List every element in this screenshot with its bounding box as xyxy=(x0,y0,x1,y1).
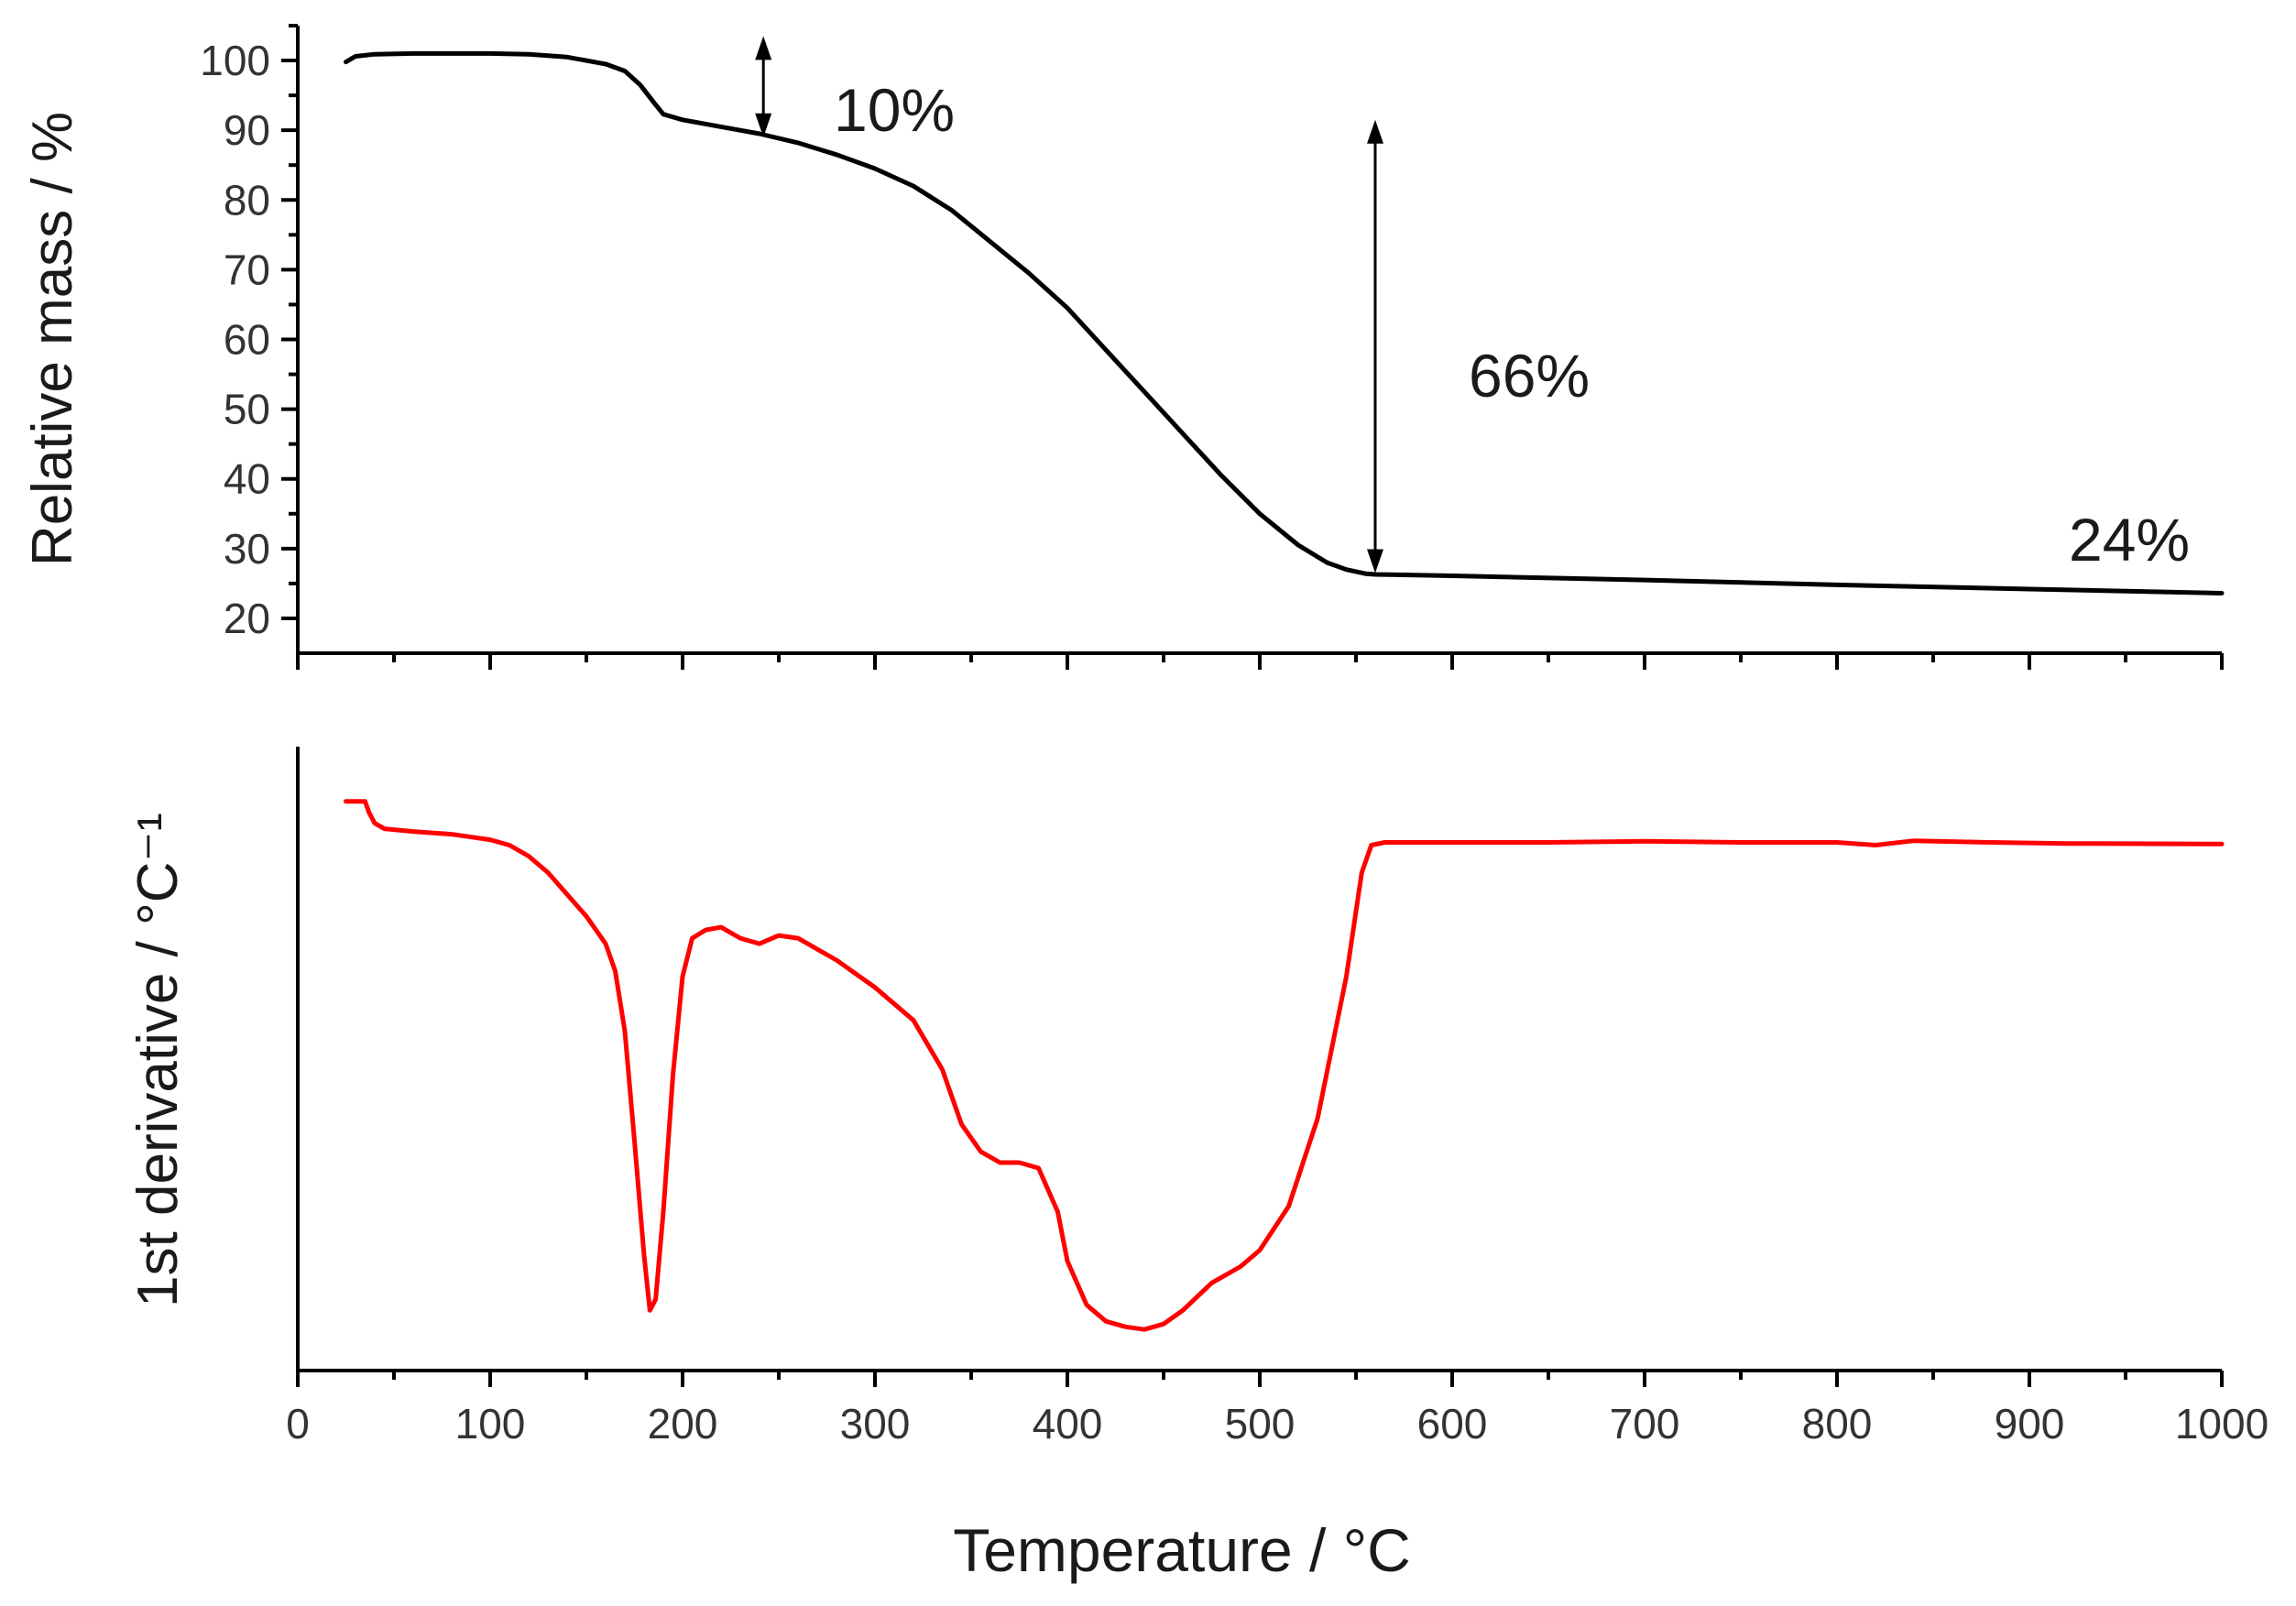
mass-y-tick-label: 30 xyxy=(224,525,270,573)
derivative-x-tick-label: 800 xyxy=(1802,1400,1873,1448)
derivative-x-tick-labels: 0 100 200 300 400 500 600 700 800 900 1000 xyxy=(286,1400,2269,1448)
double-arrow xyxy=(1367,119,1383,574)
derivative-x-tick-label: 600 xyxy=(1417,1400,1488,1448)
mass-y-tick-label: 50 xyxy=(224,386,270,433)
mass-y-tick-label: 100 xyxy=(200,37,270,84)
arrow-head-up xyxy=(1367,119,1383,144)
mass-y-tick-label: 20 xyxy=(224,595,270,642)
arrow-head-down xyxy=(755,113,772,137)
double-arrow xyxy=(755,36,772,137)
arrow-head-up xyxy=(755,36,772,60)
mass-y-tick-label: 40 xyxy=(224,455,270,503)
annotation-24-percent: 24% xyxy=(2069,506,2190,574)
derivative-x-tick-label: 100 xyxy=(455,1400,526,1448)
derivative-y-axis-title: 1st derivative / °C⁻¹ xyxy=(126,813,190,1307)
x-axis-title: Temperature / °C xyxy=(953,1516,1411,1584)
derivative-x-tick-label: 500 xyxy=(1225,1400,1296,1448)
derivative-x-tick-label: 700 xyxy=(1610,1400,1680,1448)
mass-y-tick-label: 80 xyxy=(224,176,270,224)
derivative-x-tick-label: 900 xyxy=(1995,1400,2065,1448)
arrow-head-down xyxy=(1367,549,1383,574)
annotation-66-percent: 66% xyxy=(1469,342,1590,410)
mass-y-tick-label: 90 xyxy=(224,106,270,154)
mass-series-line xyxy=(344,50,2225,595)
derivative-x-tick-label: 400 xyxy=(1033,1400,1103,1448)
derivative-x-tick-label: 1000 xyxy=(2175,1400,2269,1448)
derivative-series-line xyxy=(344,799,2225,1332)
derivative-panel: 0 100 200 300 400 500 600 700 800 900 1000 1st der… xyxy=(126,747,2269,1584)
mass-y-tick-label: 60 xyxy=(224,316,270,364)
mass-y-axis-title: Relative mass / % xyxy=(21,112,84,566)
derivative-x-tick-label: 200 xyxy=(648,1400,718,1448)
annotation-10-percent: 10% xyxy=(834,76,955,144)
mass-arrows xyxy=(755,36,1383,574)
mass-y-tick-label: 70 xyxy=(224,246,270,293)
mass-panel: 20 30 40 50 60 70 80 90 100 Relative mass / % 10… xyxy=(21,24,2225,670)
mass-y-tick-labels: 20 30 40 50 60 70 80 90 100 xyxy=(200,37,270,642)
derivative-x-tick-label: 0 xyxy=(286,1400,310,1448)
derivative-x-tick-label: 300 xyxy=(840,1400,911,1448)
